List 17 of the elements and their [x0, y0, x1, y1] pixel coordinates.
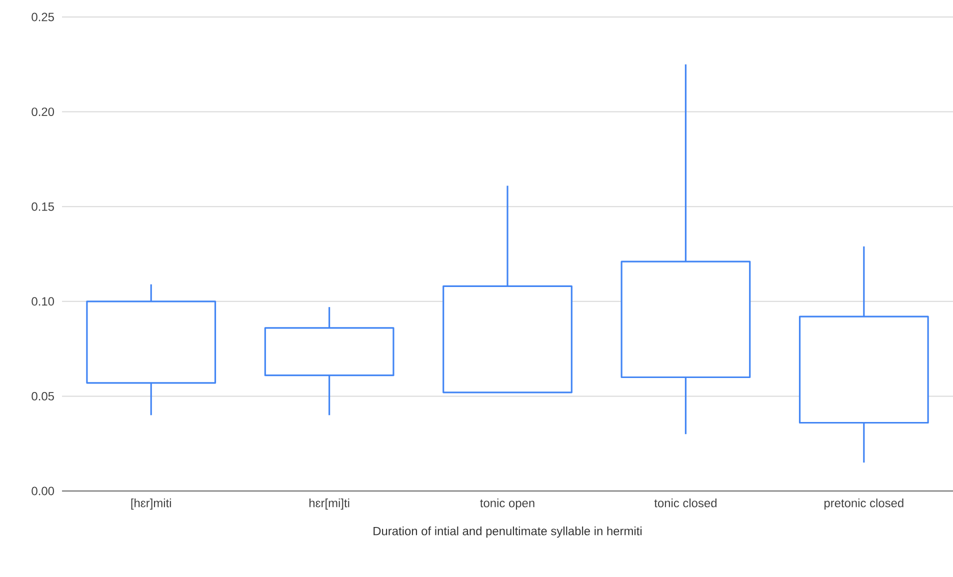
x-tick-label: hɛr[mi]ti	[309, 498, 350, 510]
y-tick-label: 0.10	[32, 297, 54, 306]
y-tick-label: 0.00	[32, 486, 54, 496]
x-tick-label: [hɛr]miti	[131, 498, 171, 510]
x-axis-title: Duration of intial and penultimate syllable in hermiti	[374, 526, 642, 538]
x-tick-label: tonic closed	[654, 498, 716, 508]
candlestick	[798, 246, 929, 464]
candlestick	[264, 306, 394, 416]
x-tick-label: pretonic closed	[824, 498, 904, 510]
y-tick-label: 0.20	[32, 108, 54, 116]
candlestick	[86, 284, 216, 416]
candlestick	[442, 184, 572, 394]
candlestick	[620, 64, 751, 435]
y-tick-label: 0.25	[32, 12, 54, 22]
y-tick-label: 0.15	[32, 202, 54, 211]
x-tick-label: tonic open	[480, 498, 534, 510]
y-tick-label: 0.05	[32, 392, 54, 400]
